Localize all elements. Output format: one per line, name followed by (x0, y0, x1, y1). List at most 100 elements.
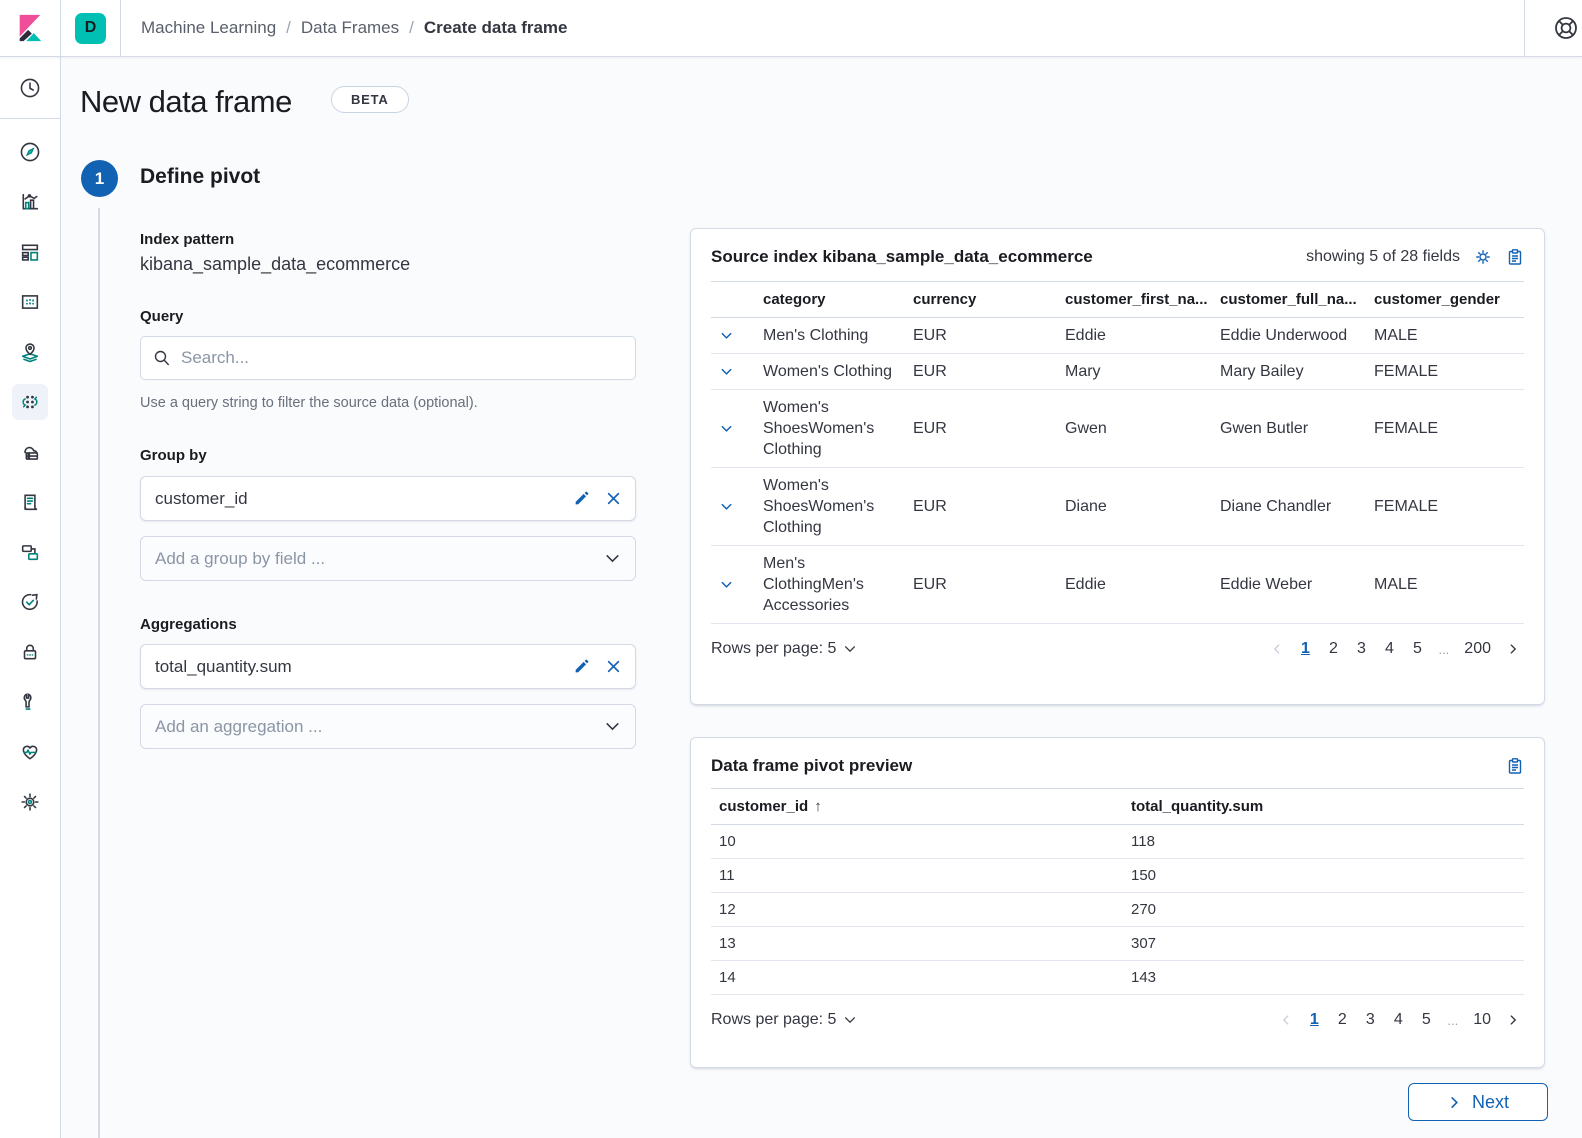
previous-page-button[interactable] (1266, 642, 1288, 656)
sidebar-item-recently-viewed[interactable] (0, 63, 60, 113)
expand-row-button[interactable] (711, 389, 755, 468)
clock-icon (20, 78, 40, 98)
source-table-header-row: category currency customer_first_na... c… (711, 281, 1524, 318)
source-panel-title: Source index kibana_sample_data_ecommerc… (711, 247, 1093, 266)
table-row: 11 150 (711, 858, 1524, 893)
page-button[interactable]: 1 (1309, 1011, 1319, 1028)
page-button[interactable]: 4 (1393, 1011, 1403, 1028)
page-button[interactable]: 10 (1473, 1011, 1491, 1028)
sidebar-item-management[interactable] (0, 777, 60, 827)
page-button[interactable]: 3 (1357, 640, 1366, 657)
sidebar-item-logs[interactable] (0, 477, 60, 527)
side-navigation (0, 57, 61, 1138)
sidebar-item-uptime[interactable] (0, 577, 60, 627)
canvas-icon (21, 295, 39, 309)
kibana-logo[interactable] (0, 0, 61, 56)
page-button[interactable]: 1 (1301, 640, 1310, 657)
cell-first-name: Eddie (1057, 545, 1212, 624)
chevron-down-icon (721, 368, 732, 375)
close-icon (607, 492, 620, 505)
column-header-category[interactable]: category (755, 281, 905, 318)
cell-currency: EUR (905, 389, 1057, 468)
chevron-down-icon (845, 1017, 856, 1024)
sidebar-item-machine-learning[interactable] (0, 377, 60, 427)
query-search-input[interactable] (181, 348, 623, 368)
column-settings-button[interactable] (1474, 248, 1492, 266)
sidebar-item-monitoring[interactable] (0, 727, 60, 777)
breadcrumb-current: Create data frame (423, 18, 568, 37)
chevron-down-icon (721, 581, 732, 588)
column-header-currency[interactable]: currency (905, 281, 1057, 318)
main-content: New data frame BETA 1 Define pivot Index… (61, 57, 1582, 1138)
cell-category: Women's Clothing (755, 353, 905, 390)
add-group-by-select[interactable]: Add a group by field ... (140, 536, 636, 581)
page-button[interactable]: 5 (1413, 640, 1422, 657)
page-button[interactable]: 200 (1464, 640, 1491, 657)
pagination: 1 2 3 4 5 ... 200 (1266, 638, 1524, 660)
cell-currency: EUR (905, 317, 1057, 354)
step-title: Define pivot (140, 165, 261, 188)
page-button[interactable]: 5 (1421, 1011, 1431, 1028)
aggregations-label: Aggregations (140, 616, 237, 633)
next-button[interactable]: Next (1408, 1083, 1548, 1121)
cell-total-quantity: 143 (1123, 960, 1524, 995)
expand-row-button[interactable] (711, 317, 755, 354)
index-pattern-value: kibana_sample_data_ecommerce (140, 254, 411, 274)
cell-customer-id: 12 (711, 892, 1123, 927)
space-badge[interactable]: D (75, 12, 106, 44)
expand-row-button[interactable] (711, 353, 755, 390)
remove-aggregation-button[interactable] (606, 659, 621, 674)
next-page-button[interactable] (1502, 642, 1524, 656)
next-page-button[interactable] (1502, 1013, 1524, 1027)
rows-per-page-selector[interactable]: Rows per page: 5 (711, 1011, 857, 1029)
expand-row-button[interactable] (711, 467, 755, 546)
edit-group-by-button[interactable] (573, 490, 590, 507)
copy-to-clipboard-button[interactable] (1506, 757, 1524, 775)
cell-currency: EUR (905, 353, 1057, 390)
cell-gender: MALE (1366, 545, 1524, 624)
column-header-customer-gender[interactable]: customer_gender (1366, 281, 1524, 318)
column-header-customer-id[interactable]: customer_id ↑ (711, 788, 1123, 825)
space-selector[interactable]: D (61, 0, 121, 56)
page-button[interactable]: 4 (1385, 640, 1394, 657)
cell-full-name: Mary Bailey (1212, 353, 1366, 390)
sidebar-item-infrastructure[interactable] (0, 427, 60, 477)
page-button[interactable]: 3 (1365, 1011, 1375, 1028)
sidebar-item-apm[interactable] (0, 527, 60, 577)
sidebar-item-maps[interactable] (0, 327, 60, 377)
previous-page-button[interactable] (1275, 1013, 1297, 1027)
add-aggregation-select[interactable]: Add an aggregation ... (140, 704, 636, 749)
edit-aggregation-button[interactable] (573, 658, 590, 675)
page-button[interactable]: 2 (1337, 1011, 1347, 1028)
copy-to-clipboard-button[interactable] (1506, 248, 1524, 266)
page-button[interactable]: 2 (1329, 640, 1338, 657)
table-row: 12 270 (711, 892, 1524, 927)
help-menu-button[interactable] (1524, 0, 1582, 56)
cell-gender: FEMALE (1366, 353, 1524, 390)
cell-total-quantity: 118 (1123, 824, 1524, 859)
sidebar-item-dashboard[interactable] (0, 227, 60, 277)
chevron-right-icon (1510, 644, 1517, 654)
wrench-icon (23, 693, 32, 710)
sidebar-item-siem[interactable] (0, 627, 60, 677)
breadcrumb-data-frames[interactable]: Data Frames (300, 18, 400, 37)
column-header-customer-full-name[interactable]: customer_full_na... (1212, 281, 1366, 318)
sidebar-item-discover[interactable] (0, 127, 60, 177)
step-number-badge: 1 (81, 160, 118, 197)
pagination-ellipsis: ... (1438, 641, 1450, 657)
rows-per-page-selector[interactable]: Rows per page: 5 (711, 640, 857, 658)
cell-customer-id: 10 (711, 824, 1123, 859)
sidebar-item-visualize[interactable] (0, 177, 60, 227)
remove-group-by-button[interactable] (606, 491, 621, 506)
breadcrumb-machine-learning[interactable]: Machine Learning (141, 18, 277, 37)
cell-customer-id: 11 (711, 858, 1123, 893)
sidebar-item-canvas[interactable] (0, 277, 60, 327)
gear-icon (1476, 250, 1490, 264)
pagination: 1 2 3 4 5 ... 10 (1275, 1009, 1524, 1031)
column-header-total-quantity-sum[interactable]: total_quantity.sum (1123, 788, 1524, 825)
breadcrumb: Machine Learning / Data Frames / Create … (121, 0, 1524, 56)
expand-row-button[interactable] (711, 545, 755, 624)
column-header-customer-first-name[interactable]: customer_first_na... (1057, 281, 1212, 318)
sidebar-item-dev-tools[interactable] (0, 677, 60, 727)
cell-currency: EUR (905, 467, 1057, 546)
